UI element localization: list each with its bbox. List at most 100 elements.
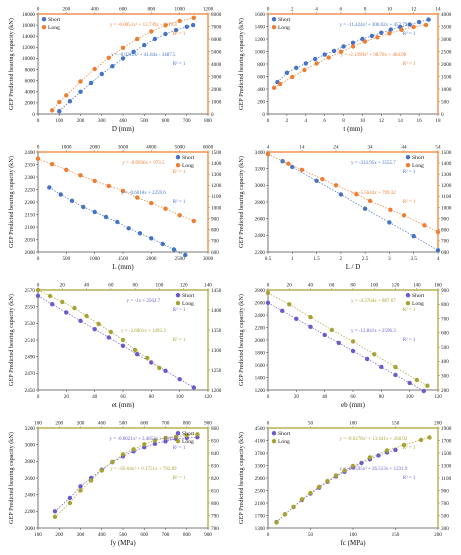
- legend-marker-short: [271, 431, 277, 436]
- equation-annotation: y = -0.0936x + 973.5: [122, 161, 165, 166]
- data-point-long: [299, 167, 305, 172]
- data-point-short: [149, 360, 154, 365]
- left-tick-label: 6000: [25, 78, 36, 84]
- bottom-tick-label: 3.5: [410, 256, 417, 262]
- legend-marker-short: [175, 293, 181, 298]
- left-tick-label: 0: [32, 112, 35, 118]
- data-point-long: [78, 79, 83, 84]
- data-point-short: [152, 441, 158, 446]
- bottom-tick-label: 200: [434, 532, 442, 538]
- right-tick-label: 1400: [211, 161, 222, 167]
- bottom-tick-label: 16: [417, 118, 423, 124]
- x-axis-label: fy (MPa): [110, 539, 136, 547]
- bottom-tick-label: 6: [323, 118, 326, 124]
- trend-line-short: [282, 160, 439, 251]
- right-tick-label: 1350: [211, 328, 222, 334]
- right-tick-label: 1250: [211, 368, 222, 374]
- data-point-short: [149, 236, 154, 241]
- legend-label-long: Long: [182, 301, 194, 307]
- equation-annotation: y = -2.6901x + 1493.3: [121, 329, 166, 334]
- data-point-long: [106, 55, 112, 60]
- bottom-tick-label: 100: [406, 394, 414, 400]
- right-tick-label: 3000: [441, 37, 452, 43]
- equation-annotation: y = -1x + 2562.7: [127, 299, 161, 304]
- data-point-short: [152, 36, 158, 42]
- data-point-long: [287, 302, 292, 307]
- data-point-short: [106, 335, 112, 340]
- data-point-long: [108, 329, 114, 335]
- bottom-tick-label: 500: [140, 118, 148, 124]
- data-point-short: [365, 356, 370, 362]
- top-tick-label: 14: [299, 145, 305, 151]
- left-tick-label: 2600: [255, 300, 266, 306]
- data-point-long: [354, 192, 359, 197]
- bottom-tick-label: 1: [291, 256, 294, 262]
- left-tick-label: 3200: [255, 166, 266, 172]
- y-axis-label: GEP Predicted bearing capacity (kN): [238, 294, 245, 386]
- data-point-short: [126, 226, 131, 231]
- right-tick-label: 8000: [211, 12, 222, 18]
- left-tick-label: 4500: [255, 426, 266, 432]
- data-point-long: [427, 435, 432, 440]
- legend-label-long: Long: [182, 163, 194, 169]
- data-point-long: [120, 45, 126, 50]
- right-tick-label: 1500: [441, 451, 452, 457]
- data-point-short: [67, 495, 73, 501]
- top-tick-label: 44: [401, 145, 407, 151]
- right-tick-label: 1000: [211, 99, 222, 105]
- right-tick-label: 900: [441, 488, 449, 494]
- bottom-tick-label: 0: [37, 118, 40, 124]
- right-tick-label: 4000: [441, 12, 452, 18]
- data-point-long: [314, 61, 319, 66]
- data-point-short: [120, 56, 126, 61]
- data-point-short: [67, 99, 73, 104]
- left-tick-label: 14000: [22, 34, 35, 40]
- left-tick-label: 2100: [25, 225, 36, 231]
- top-tick-label: 200: [55, 421, 63, 427]
- data-point-short: [350, 40, 356, 45]
- data-point-short: [379, 30, 384, 35]
- equation-annotation: R² = 1: [403, 445, 416, 451]
- data-point-short: [294, 316, 299, 321]
- right-tick-label: 840: [211, 451, 219, 457]
- left-tick-label: 16000: [22, 23, 35, 29]
- plot-frame: [267, 13, 439, 115]
- top-tick-label: 50: [308, 421, 314, 427]
- legend-marker-long: [405, 301, 411, 306]
- right-tick-label: 700: [211, 239, 219, 245]
- data-point-long: [163, 206, 168, 211]
- right-tick-label: 850: [211, 438, 219, 444]
- data-point-short: [290, 164, 295, 170]
- trend-line-short: [37, 295, 194, 388]
- legend-marker-long: [271, 25, 277, 30]
- data-point-long: [67, 500, 73, 506]
- bottom-tick-label: 800: [183, 532, 191, 538]
- data-point-long: [149, 200, 154, 206]
- left-tick-label: 2000: [255, 338, 266, 344]
- y-axis-label: GEP Predicted bearing capacity (kN): [8, 156, 15, 248]
- data-point-long: [184, 433, 189, 438]
- right-tick-label: 3000: [211, 74, 222, 80]
- right-tick-label: 600: [441, 250, 449, 256]
- top-tick-label: 4: [267, 145, 270, 151]
- legend-marker-short: [405, 293, 411, 298]
- left-tick-label: 2470: [25, 371, 36, 377]
- right-tick-label: 1000: [211, 205, 222, 211]
- y-axis-label: GEP Predicted bearing capacity (kN): [8, 294, 15, 386]
- data-point-long: [350, 339, 356, 344]
- data-point-short: [421, 388, 426, 394]
- data-point-short: [338, 192, 344, 197]
- data-point-long: [423, 22, 429, 28]
- data-point-short: [314, 178, 319, 183]
- data-point-short: [308, 324, 313, 329]
- data-point-short: [322, 332, 327, 338]
- bottom-tick-label: 18: [435, 118, 441, 124]
- data-point-short: [163, 439, 168, 444]
- data-point-long: [329, 327, 334, 333]
- data-point-long: [367, 455, 373, 460]
- data-point-long: [35, 156, 41, 161]
- equation-annotation: y = -0.0278x² + 13.441x + 260.92: [339, 436, 407, 442]
- data-point-long: [326, 55, 331, 60]
- left-tick-label: 2570: [25, 288, 36, 294]
